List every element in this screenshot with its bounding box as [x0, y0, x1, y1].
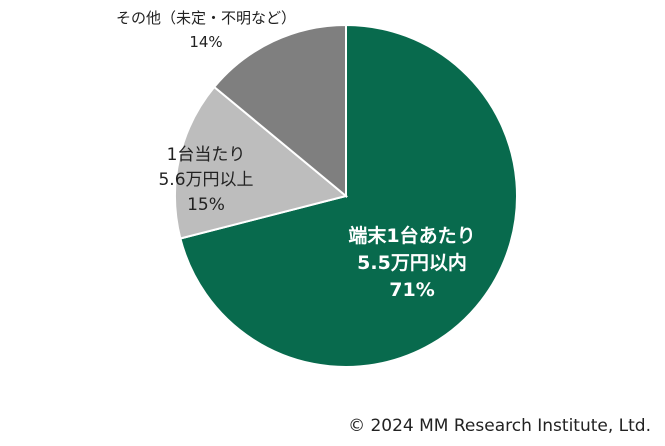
- slice-label-line: 5.6万円以上: [158, 170, 253, 190]
- pie-slice-within-55k: [179, 23, 518, 368]
- slice-label-other: その他（未定・不明など） 14%: [116, 9, 296, 51]
- pie-slice-other: [212, 23, 347, 199]
- slice-percent: 15%: [187, 195, 225, 215]
- slice-label-line: その他（未定・不明など）: [116, 9, 296, 27]
- pie-slice-over-56k: [174, 85, 349, 240]
- slice-percent: 71%: [389, 279, 434, 301]
- slice-percent: 14%: [189, 33, 222, 51]
- slice-label-within-55k: 端末1台あたり 5.5万円以内 71%: [348, 224, 475, 301]
- slice-label-over-56k: 1台当たり 5.6万円以上 15%: [158, 145, 253, 215]
- slice-label-line: 5.5万円以内: [357, 251, 467, 274]
- slice-label-line: 端末1台あたり: [348, 224, 475, 247]
- slice-label-line: 1台当たり: [167, 145, 246, 165]
- copyright-text: © 2024 MM Research Institute, Ltd.: [348, 416, 651, 436]
